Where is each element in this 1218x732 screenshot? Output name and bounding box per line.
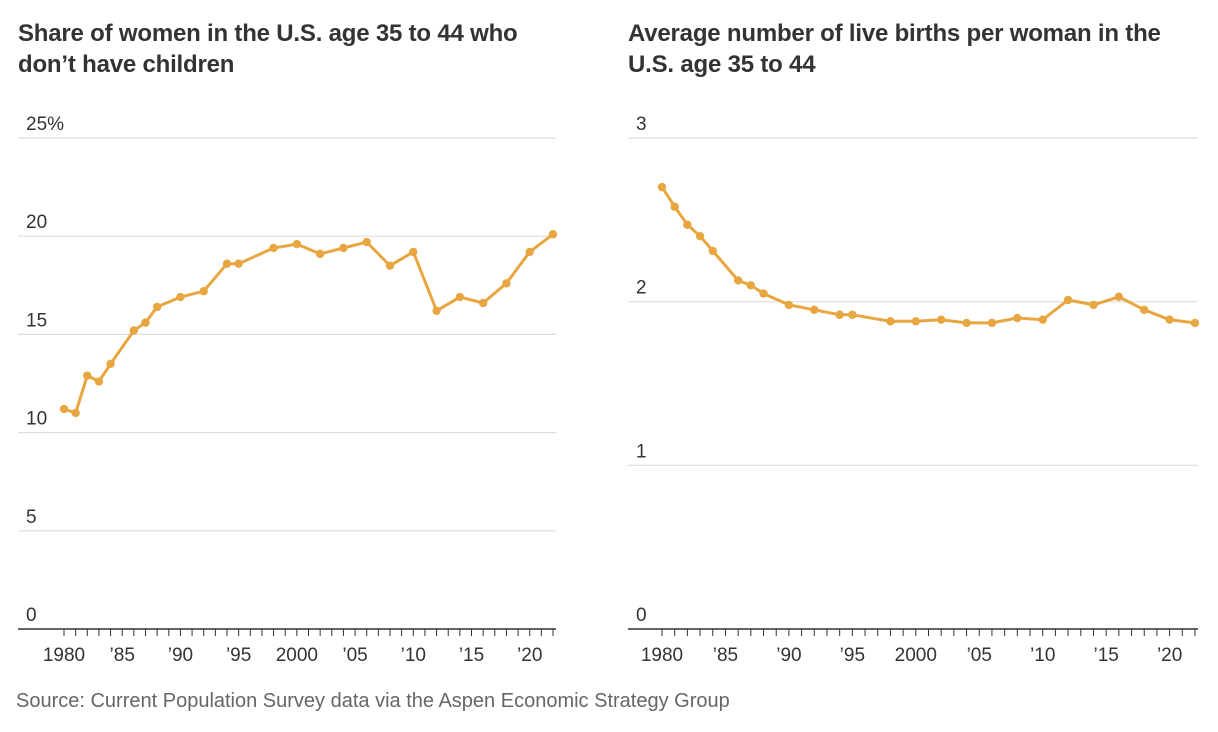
- data-point: [385, 261, 395, 270]
- data-point: [911, 317, 921, 326]
- y-tick-label: 20: [26, 212, 47, 233]
- x-tick-label: ’95: [840, 645, 865, 666]
- data-point: [835, 310, 844, 319]
- data-point: [548, 230, 558, 239]
- data-point: [199, 286, 208, 296]
- data-point: [759, 289, 768, 298]
- y-tick-label: 15: [26, 310, 47, 331]
- data-point: [987, 318, 997, 328]
- x-tick-label: ’10: [401, 645, 426, 666]
- x-tick-label: ’90: [168, 645, 193, 666]
- y-tick-label: 3: [636, 114, 647, 135]
- y-tick-label: 0: [26, 605, 37, 626]
- data-point: [234, 259, 243, 268]
- data-point: [83, 371, 92, 380]
- x-tick-label: ’85: [110, 645, 135, 666]
- data-point: [106, 359, 115, 369]
- data-point: [746, 281, 756, 290]
- x-tick-label: ’20: [1157, 645, 1182, 666]
- x-tick-label: ’90: [776, 645, 801, 666]
- right-chart: 0 1 2 3 1980 ’85 ’90 ’95 2000 ’05 ’10 ’15 ’20: [628, 114, 1200, 666]
- data-point: [1013, 313, 1022, 323]
- data-point: [886, 317, 895, 326]
- y-tick-label: 5: [26, 507, 37, 528]
- x-tick-label: ’20: [517, 645, 542, 666]
- data-point: [1038, 315, 1047, 324]
- y-tick-label: 2: [636, 278, 647, 299]
- x-tick-label: 1980: [43, 645, 85, 666]
- data-point: [71, 408, 80, 418]
- data-point: [670, 202, 679, 211]
- data-point: [1063, 295, 1073, 305]
- data-point: [657, 182, 667, 192]
- data-point: [683, 220, 692, 229]
- data-point: [141, 318, 150, 327]
- source-note: Source: Current Population Survey data v…: [16, 690, 730, 712]
- x-tick-label: ’15: [1093, 645, 1118, 666]
- data-point: [784, 300, 794, 310]
- x-tick-label: ’05: [967, 645, 992, 666]
- data-point: [362, 237, 371, 247]
- x-tick-label: ’10: [1030, 645, 1055, 666]
- x-tick-label: ’15: [459, 645, 484, 666]
- left-chart: 0 5 10 15 20 25% 1980 ’85 ’90 ’95 2000 ’05 ’10 ’15 ’20: [18, 114, 558, 666]
- data-point: [810, 305, 819, 315]
- data-point: [695, 232, 705, 241]
- x-tick-label: 2000: [895, 645, 937, 666]
- data-point: [502, 279, 511, 288]
- data-point: [733, 276, 743, 285]
- data-point: [1089, 300, 1098, 310]
- data-point: [315, 249, 325, 259]
- data-point: [409, 247, 418, 257]
- series-line: [660, 185, 1197, 325]
- left-chart-title: Share of women in the U.S. age 35 to 44 …: [18, 20, 518, 78]
- data-point: [94, 377, 104, 386]
- y-tick-label: 25%: [26, 114, 64, 135]
- y-tick-label: 10: [26, 409, 47, 430]
- data-point: [59, 404, 69, 414]
- data-point: [269, 243, 278, 253]
- x-tick-label: ’85: [713, 645, 738, 666]
- series-line: [62, 232, 555, 415]
- data-point: [848, 310, 857, 319]
- data-point: [339, 243, 348, 253]
- data-point: [962, 318, 971, 328]
- data-point: [292, 239, 302, 249]
- data-point: [129, 326, 139, 335]
- x-tick-label: ’95: [226, 645, 251, 666]
- data-point: [176, 292, 185, 302]
- data-point: [525, 247, 534, 257]
- data-point: [1140, 305, 1149, 315]
- data-point: [936, 315, 946, 324]
- y-tick-label: 1: [636, 441, 647, 462]
- data-point: [1190, 318, 1200, 328]
- data-point: [708, 246, 717, 256]
- data-point: [455, 292, 465, 302]
- x-tick-label: ’05: [342, 645, 367, 666]
- x-tick-label: 1980: [641, 645, 683, 666]
- data-point: [1165, 315, 1174, 324]
- y-tick-label: 0: [636, 605, 647, 626]
- data-point: [432, 306, 441, 316]
- data-point: [478, 298, 488, 308]
- data-point: [1114, 292, 1124, 301]
- right-chart-title: Average number of live births per woman …: [628, 20, 1161, 78]
- data-point: [222, 259, 232, 268]
- x-tick-label: 2000: [276, 645, 318, 666]
- data-point: [152, 302, 162, 312]
